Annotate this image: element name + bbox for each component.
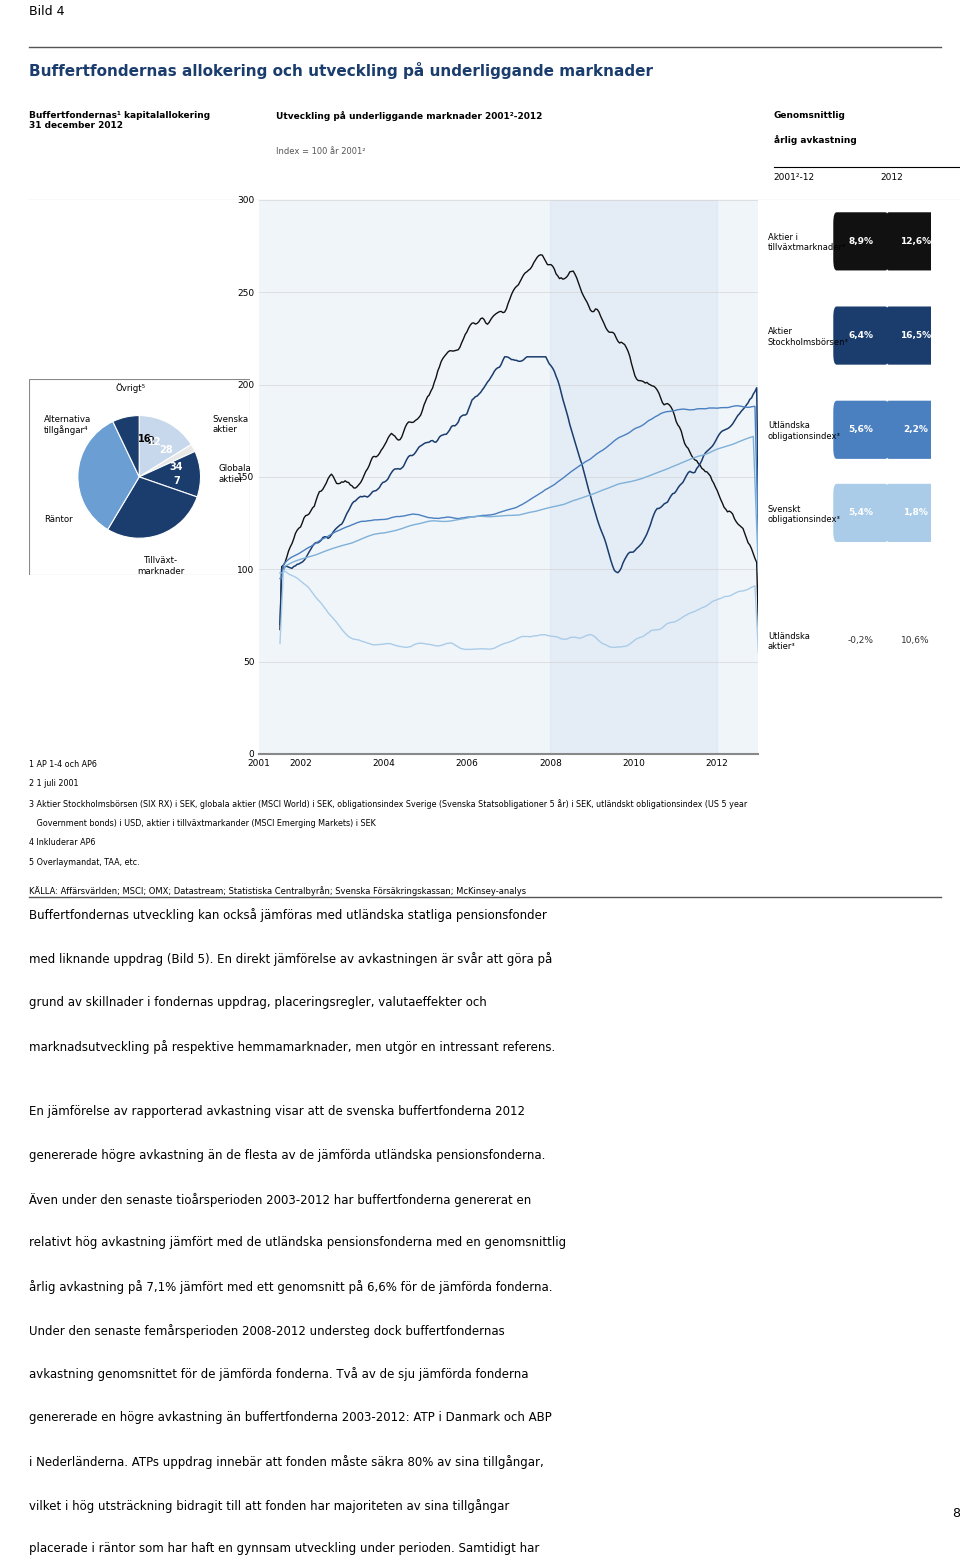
Wedge shape — [113, 415, 139, 478]
Text: 2001²-12: 2001²-12 — [774, 173, 815, 181]
Text: Aktier
Stockholmsbörsen³: Aktier Stockholmsbörsen³ — [768, 328, 849, 347]
Text: 5,6%: 5,6% — [849, 425, 874, 434]
Text: genererade en högre avkastning än buffertfonderna 2003-2012: ATP i Danmark och A: genererade en högre avkastning än buffer… — [29, 1411, 552, 1424]
Text: 6,4%: 6,4% — [849, 331, 874, 340]
Text: 3 Aktier Stockholmsbörsen (SIX RX) i SEK, globala aktier (MSCI World) i SEK, obl: 3 Aktier Stockholmsbörsen (SIX RX) i SEK… — [29, 799, 747, 809]
Text: Svenskt
obligationsindex³: Svenskt obligationsindex³ — [768, 504, 841, 524]
Text: Utländska
obligationsindex³: Utländska obligationsindex³ — [768, 421, 841, 440]
FancyBboxPatch shape — [885, 484, 946, 542]
Text: Alternativa
tillgångar⁴: Alternativa tillgångar⁴ — [44, 415, 91, 436]
Text: Under den senaste femårsperioden 2008-2012 understeg dock buffertfondernas: Under den senaste femårsperioden 2008-20… — [29, 1324, 505, 1338]
Text: -0,2%: -0,2% — [848, 635, 874, 645]
Text: marknadsutveckling på respektive hemmamarknader, men utgör en intressant referen: marknadsutveckling på respektive hemmama… — [29, 1040, 555, 1054]
FancyBboxPatch shape — [885, 306, 946, 365]
Text: Aktier i
tillväxtmarknader³: Aktier i tillväxtmarknader³ — [768, 233, 847, 253]
Text: 16: 16 — [137, 434, 152, 445]
Text: Buffertfondernas utveckling kan också jämföras med utländska statliga pensionsfo: Buffertfondernas utveckling kan också jä… — [29, 909, 546, 923]
Text: Index = 100 år 2001²: Index = 100 år 2001² — [276, 147, 365, 156]
Text: 1 AP 1-4 och AP6: 1 AP 1-4 och AP6 — [29, 760, 97, 768]
Text: Även under den senaste tioårsperioden 2003-2012 har buffertfonderna genererat en: Även under den senaste tioårsperioden 20… — [29, 1193, 531, 1207]
Text: avkastning genomsnittet för de jämförda fonderna. Två av de sju jämförda fondern: avkastning genomsnittet för de jämförda … — [29, 1367, 528, 1381]
Text: relativt hög avkastning jämfört med de utländska pensionsfonderna med en genomsn: relativt hög avkastning jämfört med de u… — [29, 1236, 566, 1249]
Text: 10,6%: 10,6% — [901, 635, 930, 645]
Text: vilket i hög utsträckning bidragit till att fonden har majoriteten av sina tillg: vilket i hög utsträckning bidragit till … — [29, 1499, 509, 1513]
Text: placerade i räntor som har haft en gynnsam utveckling under perioden. Samtidigt : placerade i räntor som har haft en gynns… — [29, 1542, 540, 1555]
Text: 2: 2 — [147, 436, 154, 445]
FancyBboxPatch shape — [833, 212, 889, 270]
Text: 8: 8 — [952, 1508, 960, 1520]
Text: i Nederländerna. ATPs uppdrag innebär att fonden måste säkra 80% av sina tillgån: i Nederländerna. ATPs uppdrag innebär at… — [29, 1455, 543, 1469]
Text: grund av skillnader i fondernas uppdrag, placeringsregler, valutaeffekter och: grund av skillnader i fondernas uppdrag,… — [29, 996, 487, 1008]
Text: 2,2%: 2,2% — [903, 425, 928, 434]
FancyBboxPatch shape — [833, 484, 889, 542]
Wedge shape — [78, 421, 139, 529]
Text: Government bonds) i USD, aktier i tillväxtmarkander (MSCI Emerging Markets) i SE: Government bonds) i USD, aktier i tillvä… — [29, 818, 375, 827]
Text: 16,5%: 16,5% — [900, 331, 931, 340]
Text: 12: 12 — [148, 437, 161, 446]
Text: med liknande uppdrag (Bild 5). En direkt jämförelse av avkastningen är svår att : med liknande uppdrag (Bild 5). En direkt… — [29, 952, 552, 966]
Text: Buffertfondernas¹ kapitalallokering
31 december 2012: Buffertfondernas¹ kapitalallokering 31 d… — [29, 111, 210, 131]
Text: Svenska
aktier: Svenska aktier — [213, 415, 249, 434]
Text: 1,8%: 1,8% — [903, 509, 928, 517]
Text: 28: 28 — [158, 445, 173, 454]
Text: Tillväxt-
marknader: Tillväxt- marknader — [137, 556, 184, 576]
Text: KÄLLA: Affärsvärlden; MSCI; OMX; Datastream; Statistiska Centralbyrån; Svenska F: KÄLLA: Affärsvärlden; MSCI; OMX; Datastr… — [29, 887, 526, 896]
Text: Buffertfondernas allokering och utveckling på underliggande marknader: Buffertfondernas allokering och utveckli… — [29, 62, 653, 80]
Text: 7: 7 — [174, 476, 180, 485]
Text: 5 Overlaymandat, TAA, etc.: 5 Overlaymandat, TAA, etc. — [29, 859, 139, 866]
Text: En jämförelse av rapporterad avkastning visar att de svenska buffertfonderna 201: En jämförelse av rapporterad avkastning … — [29, 1105, 525, 1118]
Text: Utveckling på underliggande marknader 2001²-2012: Utveckling på underliggande marknader 20… — [276, 111, 542, 122]
Wedge shape — [108, 478, 197, 539]
Text: Globala
aktier: Globala aktier — [219, 464, 252, 484]
Text: 12,6%: 12,6% — [900, 237, 931, 247]
FancyBboxPatch shape — [885, 212, 946, 270]
Text: 4 Inkluderar AP6: 4 Inkluderar AP6 — [29, 838, 95, 848]
Wedge shape — [139, 415, 191, 478]
Text: 5,4%: 5,4% — [849, 509, 874, 517]
FancyBboxPatch shape — [885, 401, 946, 459]
FancyBboxPatch shape — [833, 306, 889, 365]
Text: årlig avkastning på 7,1% jämfört med ett genomsnitt på 6,6% för de jämförda fond: årlig avkastning på 7,1% jämfört med ett… — [29, 1280, 552, 1294]
Text: genererade högre avkastning än de flesta av de jämförda utländska pensionsfonder: genererade högre avkastning än de flesta… — [29, 1149, 545, 1161]
Text: 34: 34 — [169, 462, 182, 471]
Wedge shape — [139, 445, 195, 478]
Wedge shape — [139, 451, 201, 496]
Text: Räntor: Räntor — [44, 515, 73, 524]
FancyBboxPatch shape — [833, 401, 889, 459]
Text: 2012: 2012 — [881, 173, 903, 181]
Text: 8,9%: 8,9% — [849, 237, 874, 247]
Text: Genomsnittlig: Genomsnittlig — [774, 111, 846, 120]
Text: Utländska
aktier³: Utländska aktier³ — [768, 632, 810, 651]
Text: årlig avkastning: årlig avkastning — [774, 134, 856, 145]
Text: 2 1 juli 2001: 2 1 juli 2001 — [29, 779, 79, 788]
Text: Övrigt⁵: Övrigt⁵ — [115, 382, 145, 393]
Text: Bild 4: Bild 4 — [29, 5, 64, 19]
Bar — [550, 200, 717, 754]
